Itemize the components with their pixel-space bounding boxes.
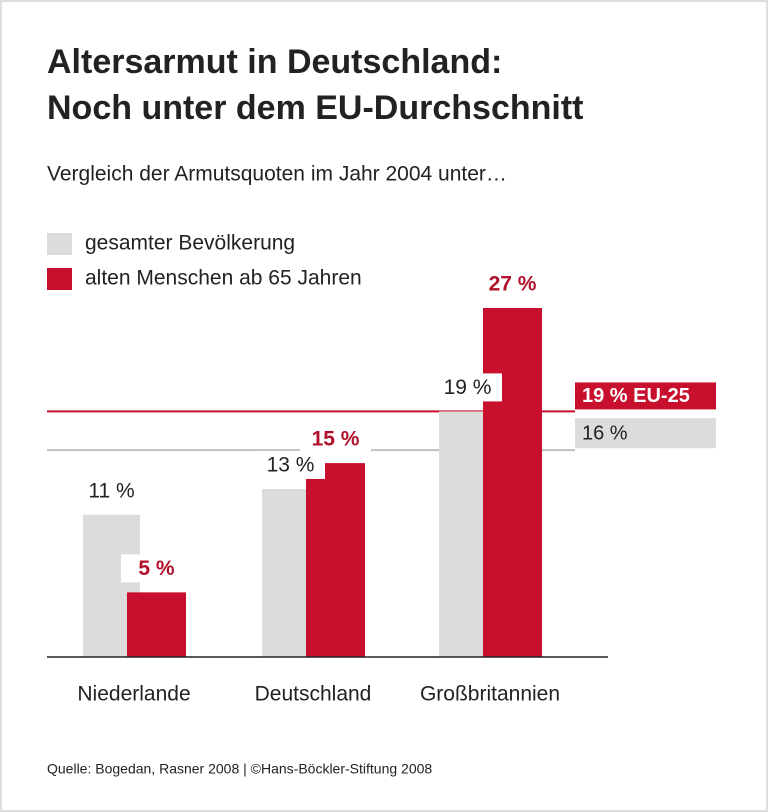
x-tick-label: Deutschland	[255, 683, 372, 706]
label-background	[477, 270, 548, 298]
reference-label: 19 % EU-25	[582, 385, 690, 407]
value-label: 13 %	[267, 454, 315, 477]
legend-label: gesamter Bevölkerung	[85, 232, 295, 255]
chart-title: Altersarmut in Deutschland:	[47, 43, 502, 81]
legend-swatch	[47, 233, 72, 255]
label-background	[121, 554, 192, 583]
legend-label: alten Menschen ab 65 Jahren	[85, 267, 362, 290]
value-label: 19 %	[444, 376, 492, 399]
source: Quelle: Bogedan, Rasner 2008 | ©Hans-Böc…	[47, 761, 432, 777]
chart-title: Noch unter dem EU-Durchschnitt	[47, 89, 583, 127]
label-background	[256, 450, 325, 479]
legend-swatch	[47, 268, 72, 290]
reference-box	[575, 382, 716, 410]
x-tick-label: Niederlande	[77, 683, 190, 706]
label-background	[300, 425, 371, 454]
reference-label: 16 %	[582, 422, 628, 444]
x-tick-label: Großbritannien	[420, 683, 560, 706]
label-background	[433, 373, 502, 402]
value-label: 15 %	[312, 428, 360, 451]
chart-subtitle: Vergleich der Armutsquoten im Jahr 2004 …	[47, 163, 507, 186]
value-label: 5 %	[138, 557, 175, 580]
reference-box	[575, 418, 716, 449]
bar	[306, 463, 365, 657]
value-label: 11 %	[88, 479, 134, 502]
label-background	[77, 476, 146, 505]
value-label: 27 %	[489, 273, 537, 296]
bar	[483, 308, 542, 657]
bar	[127, 592, 186, 657]
